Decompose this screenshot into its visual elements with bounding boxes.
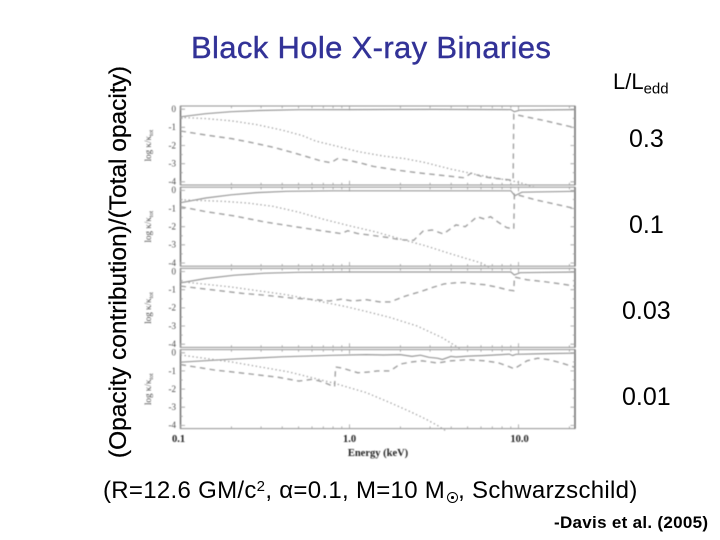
svg-text:0.1: 0.1 bbox=[172, 434, 185, 445]
svg-text:log κ/κtot: log κ/κtot bbox=[143, 211, 155, 243]
svg-text:-1: -1 bbox=[169, 122, 177, 132]
svg-text:-4: -4 bbox=[169, 339, 177, 349]
svg-text:log κ/κtot: log κ/κtot bbox=[143, 373, 155, 405]
svg-text:Energy (keV): Energy (keV) bbox=[348, 448, 409, 459]
svg-text:log κ/κtot: log κ/κtot bbox=[143, 129, 155, 161]
svg-text:10.0: 10.0 bbox=[510, 434, 528, 445]
svg-text:-4: -4 bbox=[169, 177, 177, 187]
svg-text:-1: -1 bbox=[169, 366, 177, 376]
svg-text:-3: -3 bbox=[169, 159, 177, 169]
svg-text:-1: -1 bbox=[169, 203, 177, 213]
svg-text:0: 0 bbox=[172, 266, 177, 276]
svg-text:-3: -3 bbox=[169, 402, 177, 412]
svg-text:-3: -3 bbox=[169, 240, 177, 250]
svg-text:-4: -4 bbox=[169, 420, 177, 430]
svg-text:-1: -1 bbox=[169, 285, 177, 295]
svg-text:-3: -3 bbox=[169, 321, 177, 331]
svg-text:-2: -2 bbox=[169, 384, 177, 394]
svg-text:-2: -2 bbox=[169, 140, 177, 150]
svg-text:1.0: 1.0 bbox=[343, 434, 356, 445]
svg-text:0: 0 bbox=[172, 185, 177, 195]
svg-text:0: 0 bbox=[172, 104, 177, 114]
svg-text:-2: -2 bbox=[169, 303, 177, 313]
svg-text:-4: -4 bbox=[169, 258, 177, 268]
svg-text:0: 0 bbox=[172, 348, 177, 358]
svg-text:-2: -2 bbox=[169, 222, 177, 232]
svg-text:log κ/κtot: log κ/κtot bbox=[143, 292, 155, 324]
